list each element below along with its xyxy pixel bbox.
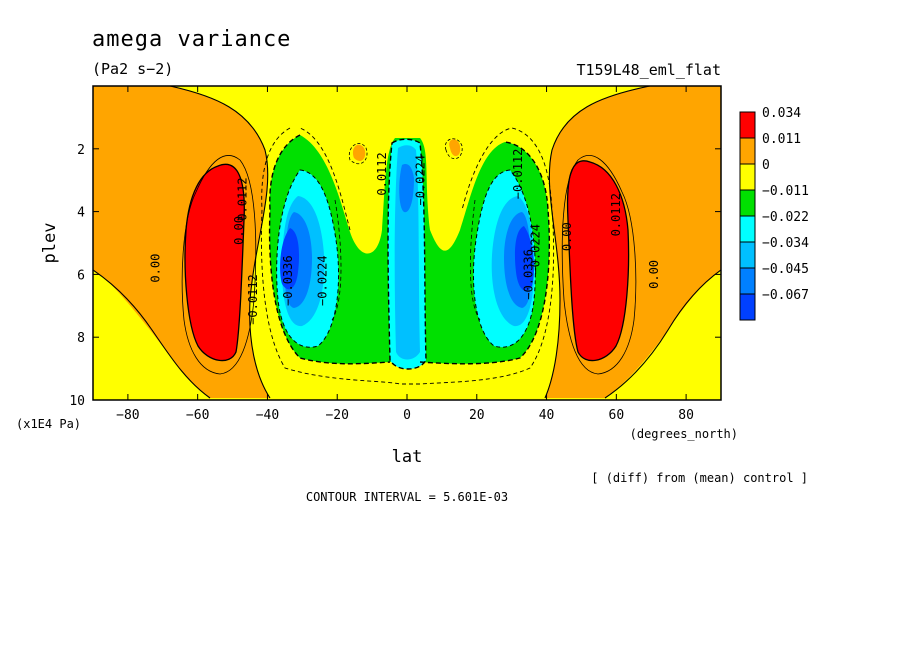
contour-zero-inner-sh: [169, 86, 271, 399]
contour-dash-cyan-sh: [276, 169, 340, 348]
contour-label: −0.0336: [522, 249, 536, 300]
contour-labels: 0.000.000.0112−0.0112 −0.0336 −0.02240.011…: [148, 149, 661, 325]
colorbar-swatch: [739, 163, 756, 191]
contour-zero-nh: [604, 269, 721, 399]
contour-dash-inner-sh: [331, 199, 481, 321]
x-tick-label: 40: [539, 408, 555, 423]
fill-red-nh: [566, 160, 630, 362]
x-tick-label: −40: [256, 408, 279, 423]
colorbar: 0.034 0.011 0 −0.011 −0.022 −0.034 −0.045 −0.06…: [739, 106, 809, 321]
colorbar-label: −0.011: [762, 184, 809, 199]
fill-red-sh: [184, 163, 245, 362]
contour-label: 0.0112: [609, 193, 623, 236]
contour-zero-sh: [93, 269, 211, 399]
y-axis-units: (x1E4 Pa): [16, 417, 81, 431]
x-tick-label: 60: [609, 408, 625, 423]
colorbar-label: −0.022: [762, 210, 809, 225]
x-axis-units: (degrees_north): [630, 427, 738, 441]
contour-label: 0.00: [647, 260, 661, 289]
y-axis-ticks: 2 4 6 8 10: [69, 143, 721, 409]
x-tick-label: 80: [678, 408, 694, 423]
colorbar-label: 0.011: [762, 132, 801, 147]
x-tick-label: 20: [469, 408, 485, 423]
experiment-label: T159L48_eml_flat: [577, 61, 722, 79]
contour-label: −0.0224: [316, 255, 330, 306]
colorbar-label: −0.045: [762, 262, 809, 277]
colorbar-swatch: [739, 293, 756, 321]
y-axis-label: plev: [40, 223, 60, 264]
contour-label: −0.0224: [413, 155, 427, 206]
contour-label: −0.0336: [281, 255, 295, 306]
diff-note: [ (diff) from (mean) control ]: [591, 471, 808, 485]
chart-units: (Pa2 s−2): [92, 60, 173, 78]
contour-lines: [93, 86, 721, 399]
contour-dash-outer: [260, 127, 555, 385]
contour-label: −0.0112: [511, 149, 525, 200]
contour-field: [93, 86, 721, 400]
x-axis-ticks: −80 −60 −40 −20 0 20 40 60 80: [116, 86, 694, 423]
contour-interval: CONTOUR INTERVAL = 5.601E-03: [306, 490, 508, 504]
contour-label: −0.0224: [529, 224, 543, 275]
fill-orange-blob-2: [449, 139, 461, 157]
fill-blue-nh-3: [514, 226, 534, 291]
colorbar-swatch: [739, 267, 756, 295]
x-tick-label: 0: [403, 408, 411, 423]
contour-dash-green-sh: [268, 134, 391, 365]
contour-label: 0.00: [560, 222, 574, 251]
contour-dash-cyan-nh: [472, 169, 536, 348]
colorbar-swatch: [739, 215, 756, 243]
contour-dash-blob-2: [444, 138, 463, 159]
colorbar-label: −0.034: [762, 236, 809, 251]
y-tick-label: 6: [77, 268, 85, 283]
x-tick-label: −60: [186, 408, 209, 423]
contour-label: 0.0112: [236, 177, 250, 220]
x-tick-label: −80: [116, 408, 139, 423]
contour-label: 0.00: [148, 254, 162, 283]
colorbar-swatch: [739, 111, 756, 139]
y-tick-label: 4: [77, 206, 85, 221]
fill-orange-blob-1: [352, 144, 366, 161]
contour-dash-blob-1: [348, 143, 368, 165]
y-tick-label: 8: [77, 331, 85, 346]
colorbar-label: −0.067: [762, 288, 809, 303]
colorbar-label: 0.034: [762, 106, 801, 121]
colorbar-swatch: [739, 241, 756, 269]
contour-pos-sh: [181, 155, 257, 375]
x-axis-label: lat: [392, 447, 423, 467]
contour-label: 0.0112: [375, 152, 389, 195]
contour-label: −0.0112: [246, 274, 260, 325]
contour-dash-green-nh: [419, 141, 550, 365]
colorbar-swatch: [739, 189, 756, 217]
x-tick-label: −20: [325, 408, 348, 423]
chart-title: amega variance: [92, 27, 291, 52]
contour-pos-nh: [561, 155, 637, 375]
y-tick-label: 10: [69, 394, 85, 409]
colorbar-swatch: [739, 137, 756, 165]
contour-label: 0.00: [232, 216, 246, 245]
fill-blue-sh-3: [280, 228, 300, 290]
colorbar-label: 0: [762, 158, 770, 173]
y-tick-label: 2: [77, 143, 85, 158]
fill-blue-eq-2: [399, 164, 414, 213]
